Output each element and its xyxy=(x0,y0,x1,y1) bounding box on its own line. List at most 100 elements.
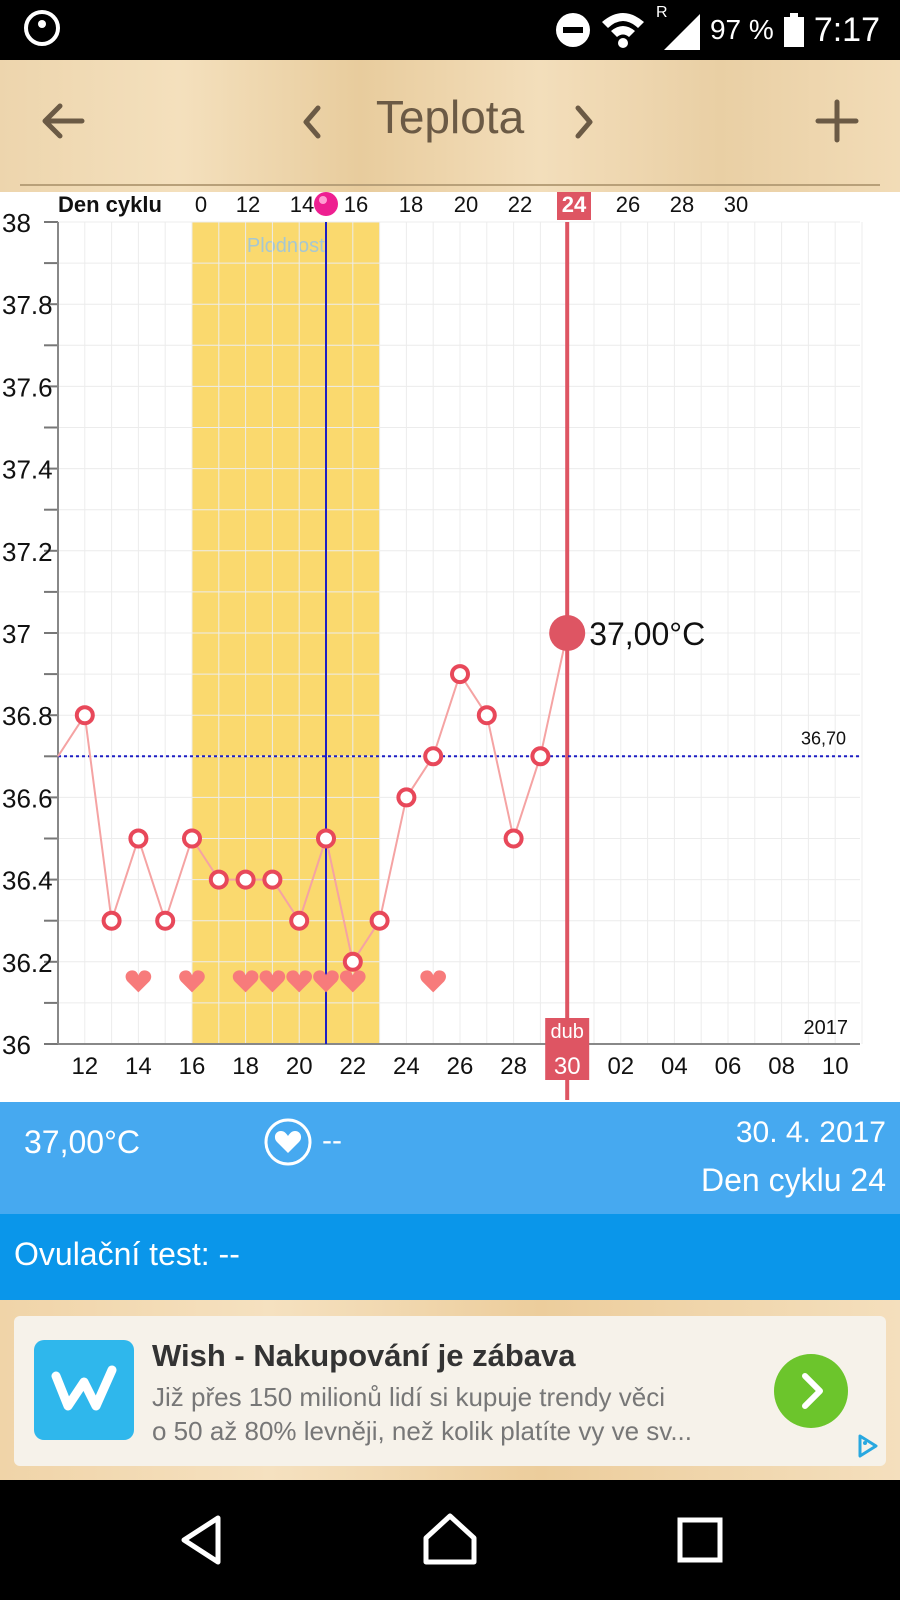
temperature-point[interactable] xyxy=(369,910,390,931)
cell-signal-icon xyxy=(663,14,700,50)
temperature-point[interactable] xyxy=(396,787,417,808)
cell-signal: R xyxy=(656,4,700,50)
intercourse-heart-icon[interactable] xyxy=(259,970,286,993)
top-tick-label: 14 xyxy=(290,192,314,217)
x-tick-label: 08 xyxy=(768,1053,795,1080)
temperature-point[interactable] xyxy=(342,951,363,972)
temperature-point[interactable] xyxy=(235,869,256,890)
add-button[interactable] xyxy=(814,98,860,144)
intercourse-heart-icon[interactable] xyxy=(339,970,366,993)
plus-icon xyxy=(815,99,859,143)
x-tick-label: 06 xyxy=(715,1053,742,1080)
top-tick-label: 26 xyxy=(616,192,640,217)
back-button[interactable] xyxy=(38,96,88,146)
intercourse-heart-icon[interactable] xyxy=(420,970,447,993)
selected-temperature-label: 37,00°C xyxy=(589,616,705,652)
y-tick-label: 37.2 xyxy=(2,537,53,567)
app-bar-divider xyxy=(20,184,880,186)
x-tick-label: 10 xyxy=(822,1053,849,1080)
temperature-point[interactable] xyxy=(503,828,524,849)
y-tick-label: 36.8 xyxy=(2,701,53,731)
chevron-right-icon xyxy=(575,105,593,139)
temperature-point[interactable] xyxy=(208,869,229,890)
temperature-point[interactable] xyxy=(423,746,444,767)
wish-logo-icon[interactable] xyxy=(34,1340,134,1440)
intercourse-heart-icon[interactable] xyxy=(125,970,152,993)
selected-cycle-day-badge xyxy=(557,188,591,220)
year-label: 2017 xyxy=(804,1017,849,1039)
top-tick-label: 0 xyxy=(195,192,207,217)
temperature-chart-area[interactable]: Plodnost 36 36.2 36.4 36.6 36.8 37 37.2 37.4 37.6… xyxy=(0,188,900,1102)
x-tick-label: 20 xyxy=(286,1053,313,1080)
y-tick-label: 36 xyxy=(2,1030,31,1060)
ad-card[interactable]: Wish - Nakupování je zábava Již přes 150… xyxy=(14,1316,886,1466)
x-tick-label: 18 xyxy=(232,1053,259,1080)
x-tick-label: 12 xyxy=(71,1053,98,1080)
temperature-point[interactable] xyxy=(155,910,176,931)
ovulation-test-label: Ovulační test: -- xyxy=(14,1236,240,1272)
do-not-disturb-icon xyxy=(555,13,590,47)
temperature-chart[interactable]: Plodnost 36 36.2 36.4 36.6 36.8 37 37.2 37.4 37.6… xyxy=(0,188,900,1102)
selected-date-badge xyxy=(545,1018,590,1080)
heart-circle-icon[interactable] xyxy=(262,1116,314,1168)
selected-temperature-point[interactable] xyxy=(549,615,586,651)
temperature-point[interactable] xyxy=(530,746,551,767)
ovulation-marker-icon xyxy=(314,192,338,216)
intercourse-heart-icon[interactable] xyxy=(232,970,259,993)
status-icons: R 97 % 7:17 xyxy=(555,4,880,52)
y-tick-label: 37 xyxy=(2,619,31,649)
notification-app-icon xyxy=(24,10,60,46)
chevron-left-icon xyxy=(303,105,321,139)
y-tick-label: 36.6 xyxy=(2,783,53,813)
top-tick-label: 20 xyxy=(454,192,478,217)
x-tick-label: 02 xyxy=(607,1053,634,1080)
temperature-point[interactable] xyxy=(450,664,470,685)
nav-home-icon[interactable] xyxy=(420,1508,480,1568)
intercourse-value: -- xyxy=(322,1124,342,1157)
ad-text-line-2: o 50 až 80% levněji, než kolik platíte v… xyxy=(152,1416,693,1446)
temperature-point[interactable] xyxy=(101,910,122,931)
coverline-label: 36,70 xyxy=(801,728,846,748)
chevron-right-icon xyxy=(802,1373,823,1409)
top-axis-label: Den cyklu xyxy=(58,192,162,217)
x-tick-label: 04 xyxy=(661,1053,688,1080)
top-tick-label: 30 xyxy=(724,192,748,217)
temperature-point[interactable] xyxy=(476,705,497,726)
wifi-icon xyxy=(601,13,644,48)
temperature-point[interactable] xyxy=(262,869,283,890)
top-tick-label: 22 xyxy=(508,192,532,217)
temperature-point[interactable] xyxy=(74,705,95,726)
next-period-button[interactable] xyxy=(566,104,600,140)
top-tick-label: 12 xyxy=(236,192,260,217)
temperature-point[interactable] xyxy=(289,910,310,931)
intercourse-heart-icon[interactable] xyxy=(286,970,313,993)
ad-open-button[interactable] xyxy=(774,1354,848,1428)
battery-icon xyxy=(783,13,804,47)
fertile-window-label: Plodnost xyxy=(247,235,325,257)
temperature-point[interactable] xyxy=(182,828,202,849)
temperature-point[interactable] xyxy=(128,828,149,849)
clock: 7:17 xyxy=(813,10,880,49)
x-tick-label: 22 xyxy=(339,1053,366,1080)
battery-percent: 97 % xyxy=(709,14,774,45)
y-tick-label: 37.4 xyxy=(2,455,53,485)
previous-period-button[interactable] xyxy=(296,104,330,140)
app-bar: Teplota xyxy=(0,60,900,192)
day-summary-panel[interactable]: 37,00°C -- 30. 4. 2017 Den cyklu 24 xyxy=(0,1102,900,1214)
x-tick-label: 24 xyxy=(393,1053,420,1080)
adchoices-icon[interactable] xyxy=(854,1432,882,1460)
nav-back-icon[interactable] xyxy=(172,1510,232,1570)
x-tick-label: 16 xyxy=(179,1053,206,1080)
top-tick-label: 16 xyxy=(344,192,368,217)
ad-title[interactable]: Wish - Nakupování je zábava xyxy=(152,1338,576,1373)
temperature-point[interactable] xyxy=(316,828,336,849)
intercourse-heart-icon[interactable] xyxy=(179,970,205,993)
nav-recents-icon[interactable] xyxy=(670,1510,730,1570)
arrow-left-icon xyxy=(42,103,85,139)
x-tick-label: 28 xyxy=(500,1053,527,1080)
summary-date: 30. 4. 2017 xyxy=(735,1116,886,1149)
intercourse-heart-icon[interactable] xyxy=(313,970,339,993)
status-bar: R 97 % 7:17 xyxy=(0,0,900,60)
ovulation-test-row[interactable]: Ovulační test: -- xyxy=(0,1214,900,1300)
ad-banner-zone: Wish - Nakupování je zábava Již přes 150… xyxy=(0,1300,900,1480)
